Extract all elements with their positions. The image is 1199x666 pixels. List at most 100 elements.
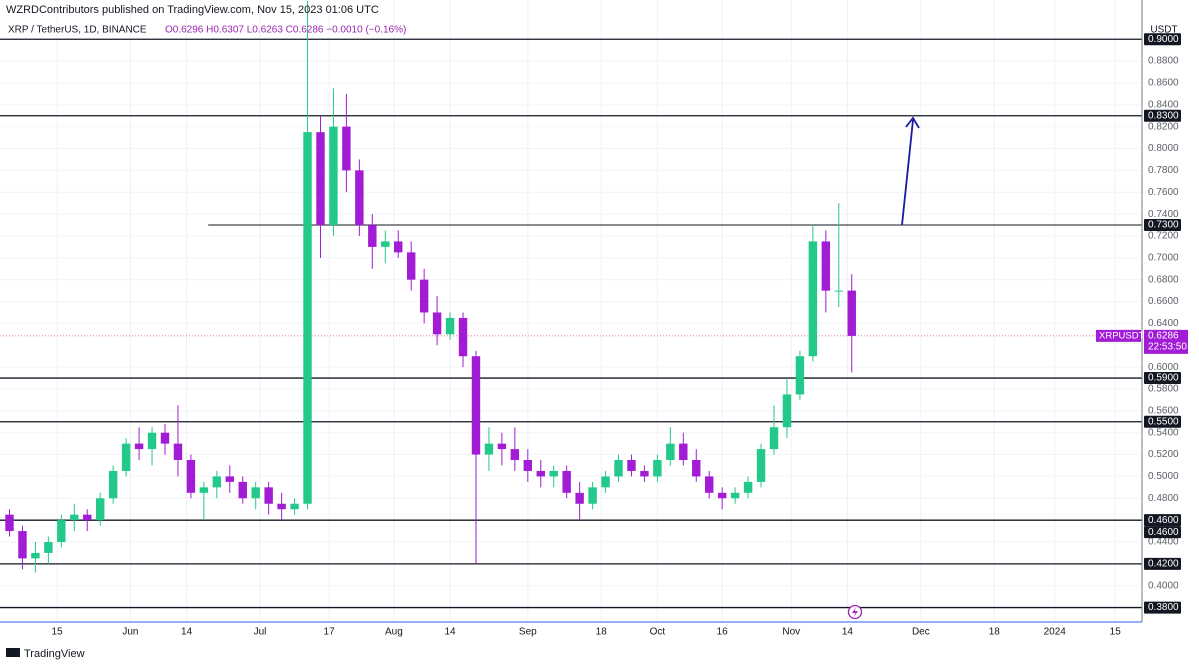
candle-body	[57, 520, 66, 542]
level-label: 0.4600	[1148, 527, 1179, 538]
countdown: 22:53:50	[1148, 342, 1187, 353]
level-label-box	[1144, 219, 1181, 232]
candle-body	[199, 487, 209, 493]
candle-body	[173, 443, 183, 461]
candle-body	[70, 514, 79, 521]
brand-logo	[6, 648, 20, 657]
candle-body	[368, 225, 377, 247]
y-tick-label: 0.7800	[1148, 165, 1179, 176]
x-tick-label: 14	[444, 627, 456, 638]
x-tick-label: 14	[842, 627, 854, 638]
candle-body	[808, 241, 818, 357]
candle-body	[588, 487, 597, 504]
y-tick-label: 0.8600	[1148, 78, 1179, 89]
level-label: 0.5500	[1148, 416, 1179, 427]
y-tick-label: 0.6800	[1148, 274, 1179, 285]
candle-body	[18, 531, 27, 559]
candle-body	[160, 432, 170, 444]
price-box	[1144, 329, 1188, 354]
y-tick-label: 0.5800	[1148, 384, 1179, 395]
x-tick-label: Nov	[782, 627, 800, 638]
candle-body	[730, 492, 740, 499]
candle-body	[666, 443, 675, 461]
y-tick-label: 0.6600	[1148, 296, 1179, 307]
candle-body	[653, 460, 662, 477]
candle-body	[834, 290, 844, 292]
candle-body	[627, 460, 636, 471]
level-label: 0.5900	[1148, 373, 1179, 384]
arrow	[901, 119, 914, 226]
level-label-box	[1144, 372, 1181, 385]
candle-body	[290, 503, 299, 510]
symbol: XRP / TetherUS, 1D, BINANCE	[8, 25, 147, 36]
candle-body	[251, 487, 260, 499]
candle-body	[225, 476, 234, 482]
candle-body	[575, 492, 584, 504]
grid	[0, 0, 1142, 622]
candle-body	[394, 241, 403, 253]
publisher: WZRDContributors published on TradingVie…	[6, 4, 379, 16]
candle-body	[303, 132, 312, 504]
candle-body	[108, 470, 118, 499]
y-tick-label: 0.7200	[1148, 231, 1179, 242]
ohlc: O0.6296 H0.6307 L0.6263 C0.6286 −0.0010 …	[165, 25, 406, 36]
candle-body	[95, 498, 105, 521]
x-tick-label: Oct	[650, 627, 666, 638]
level-label: 0.9000	[1148, 34, 1179, 45]
candles	[5, 0, 856, 573]
symbol-label: XRPUSDT	[1099, 330, 1145, 341]
candle-body	[679, 443, 688, 461]
level-label-box	[1144, 601, 1181, 614]
x-tick-label: Aug	[385, 627, 403, 638]
x-tick-label: 18	[989, 627, 1001, 638]
candle-body	[445, 317, 455, 335]
candle-body	[782, 394, 792, 428]
y-tick-label: 0.7000	[1148, 252, 1179, 263]
candle-body	[821, 241, 831, 291]
y-tick-label: 0.4800	[1148, 493, 1179, 504]
candle-body	[147, 432, 157, 450]
x-tick-label: 14	[181, 627, 193, 638]
candle-body	[640, 470, 649, 477]
y-tick-label: 0.5600	[1148, 405, 1179, 416]
x-tick-label: 16	[717, 627, 729, 638]
y-tick-label: 0.7600	[1148, 187, 1179, 198]
event-bolt	[852, 607, 858, 617]
candle-body	[186, 460, 196, 493]
price-axis: 0.8800 0.8600 0.8400 0.8200 0.8000 0.7800 0.76…	[1144, 33, 1188, 614]
level-label: 0.4600	[1148, 515, 1179, 526]
x-tick-label: Sep	[519, 627, 537, 638]
candle-body	[264, 487, 273, 504]
candle-body	[5, 514, 14, 532]
candle-body	[847, 290, 856, 336]
level-label-box	[1144, 33, 1181, 46]
candle-body	[510, 449, 520, 461]
level-label: 0.7300	[1148, 220, 1179, 231]
y-tick-label: 0.5200	[1148, 449, 1179, 460]
y-tick-label: 0.8400	[1148, 99, 1179, 110]
candle-body	[381, 241, 390, 247]
candle-body	[432, 312, 442, 335]
candle-body	[484, 443, 494, 455]
y-tick-label: 0.7400	[1148, 209, 1179, 220]
y-tick-label: 0.4400	[1148, 537, 1179, 548]
level-label-box	[1144, 526, 1181, 539]
candle-body	[743, 481, 753, 493]
candle-body	[692, 460, 701, 477]
level-label: 0.4200	[1148, 558, 1179, 569]
candle-body	[419, 279, 429, 313]
candle-body	[769, 427, 779, 450]
candle-body	[212, 476, 222, 488]
level-label: 0.8300	[1148, 110, 1179, 121]
x-tick-label: 17	[324, 627, 336, 638]
candle-body	[355, 170, 364, 226]
candle-body	[406, 252, 416, 280]
candle-body	[44, 541, 53, 553]
candle-body	[342, 126, 351, 171]
candle-body	[31, 552, 40, 559]
currency: USDT	[1150, 25, 1177, 36]
candle-body	[601, 476, 610, 488]
candle-body	[83, 514, 92, 521]
candle-body	[458, 317, 468, 357]
candle-body	[549, 470, 558, 477]
